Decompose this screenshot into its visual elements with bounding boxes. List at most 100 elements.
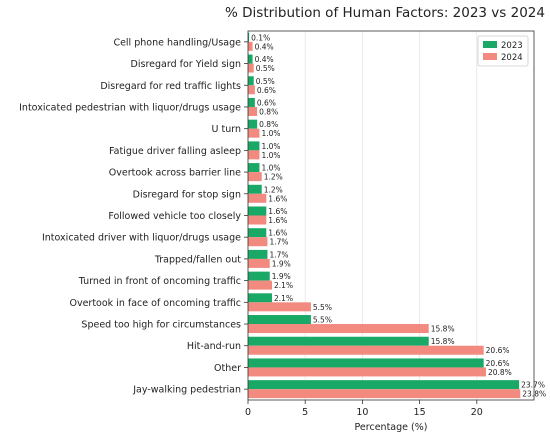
bar-2023	[248, 32, 250, 42]
data-label: 2.1%	[274, 294, 293, 303]
data-label: 1.7%	[269, 250, 288, 259]
legend: 2023 2024	[477, 35, 529, 67]
bar-2023	[248, 97, 255, 107]
legend-label-2024: 2024	[501, 53, 523, 63]
data-label: 0.6%	[257, 98, 276, 107]
bar-2023	[248, 336, 429, 346]
category-label: Other	[214, 363, 241, 374]
bar-2024	[248, 389, 521, 399]
data-label: 1.2%	[264, 185, 283, 194]
x-tick-label: 20	[471, 407, 483, 418]
bar-2023	[248, 315, 311, 325]
data-label: 0.1%	[251, 33, 270, 42]
bar-2023	[248, 380, 520, 390]
category-label: Disregard for red traffic lights	[100, 81, 241, 92]
bar-2024	[248, 172, 262, 182]
data-label: 0.5%	[256, 77, 275, 86]
bar-2023	[248, 271, 270, 281]
data-label: 5.5%	[313, 316, 332, 325]
legend-swatch-2023	[483, 41, 497, 48]
x-tick-label: 15	[414, 407, 426, 418]
x-tick-labels: 0 5 10 15 20	[245, 400, 483, 418]
bar-2024	[248, 215, 267, 225]
bar-2024	[248, 345, 484, 355]
bar-2023	[248, 54, 253, 64]
data-label: 23.7%	[521, 381, 545, 390]
bars	[248, 32, 521, 399]
data-label: 20.8%	[488, 368, 512, 377]
data-label: 1.6%	[268, 229, 287, 238]
bar-2024	[248, 106, 258, 116]
bar-2024	[248, 237, 268, 247]
category-label: U turn	[212, 124, 241, 135]
bar-2023	[248, 141, 260, 151]
category-label: Trapped/fallen out	[154, 254, 241, 265]
category-label: Overtook across barrier line	[109, 168, 241, 179]
data-label: 2.1%	[274, 281, 293, 290]
bar-2023	[248, 163, 260, 173]
data-label: 15.8%	[431, 337, 455, 346]
data-label: 15.8%	[431, 325, 455, 334]
data-label: 1.6%	[268, 194, 287, 203]
category-label: Intoxicated pedestrian with liquor/drugs…	[19, 102, 241, 113]
category-label: Fatigue driver falling asleep	[109, 146, 241, 157]
data-label: 1.2%	[264, 173, 283, 182]
bar-2024	[248, 280, 273, 290]
data-label: 1.0%	[261, 129, 280, 138]
data-label: 0.5%	[256, 64, 275, 73]
category-label: Overtook in face of oncoming traffic	[69, 298, 241, 309]
bar-2023	[248, 249, 268, 259]
data-label: 1.9%	[272, 259, 291, 268]
bar-2024	[248, 367, 486, 377]
bar-2023	[248, 76, 254, 86]
category-label: Intoxicated driver with liquor/drugs usa…	[42, 233, 241, 244]
x-tick-label: 10	[356, 407, 368, 418]
data-label: 5.5%	[313, 303, 332, 312]
data-label: 20.6%	[486, 359, 510, 368]
category-label: Turned in front of oncoming traffic	[78, 276, 241, 287]
legend-label-2023: 2023	[501, 41, 523, 51]
data-label: 0.8%	[259, 107, 278, 116]
category-label: Cell phone handling/Usage	[113, 37, 241, 48]
bar-2024	[248, 41, 253, 51]
category-label: Followed vehicle too closely	[108, 211, 241, 222]
data-label: 1.6%	[268, 216, 287, 225]
bar-2024	[248, 63, 254, 73]
bar-2024	[248, 193, 267, 203]
legend-swatch-2024	[483, 53, 497, 60]
data-label: 1.7%	[269, 238, 288, 247]
category-label: Jay-walking pedestrian	[132, 385, 241, 396]
bar-2023	[248, 206, 267, 216]
bar-2023	[248, 358, 484, 368]
bar-2023	[248, 293, 273, 303]
chart-title: % Distribution of Human Factors: 2023 vs…	[225, 5, 545, 21]
data-label: 0.8%	[259, 120, 278, 129]
data-label: 1.0%	[261, 164, 280, 173]
data-label: 1.0%	[261, 142, 280, 151]
category-label: Hit-and-run	[187, 341, 241, 352]
data-label: 1.9%	[272, 272, 291, 281]
category-label: Speed too high for circumstances	[81, 320, 241, 331]
category-label: Disregard for Yield sign	[131, 59, 241, 70]
data-label: 0.4%	[255, 42, 274, 51]
data-label: 1.0%	[261, 151, 280, 160]
x-tick-label: 5	[302, 407, 308, 418]
data-label: 1.6%	[268, 207, 287, 216]
bar-2023	[248, 228, 267, 238]
x-axis-label: Percentage (%)	[355, 422, 428, 433]
x-tick-label: 0	[245, 407, 251, 418]
data-label: 0.6%	[257, 86, 276, 95]
bar-2024	[248, 258, 270, 268]
bar-2024	[248, 128, 260, 138]
bar-2024	[248, 302, 311, 312]
bar-2024	[248, 85, 255, 95]
plot-frame	[247, 30, 535, 401]
category-label: Disregard for stop sign	[133, 189, 241, 200]
bar-2024	[248, 324, 429, 334]
category-labels: Cell phone handling/Usage Disregard for Y…	[19, 37, 248, 396]
bar-2023	[248, 184, 262, 194]
data-label: 20.6%	[486, 346, 510, 355]
bar-2023	[248, 119, 258, 129]
bar-2024	[248, 150, 260, 160]
